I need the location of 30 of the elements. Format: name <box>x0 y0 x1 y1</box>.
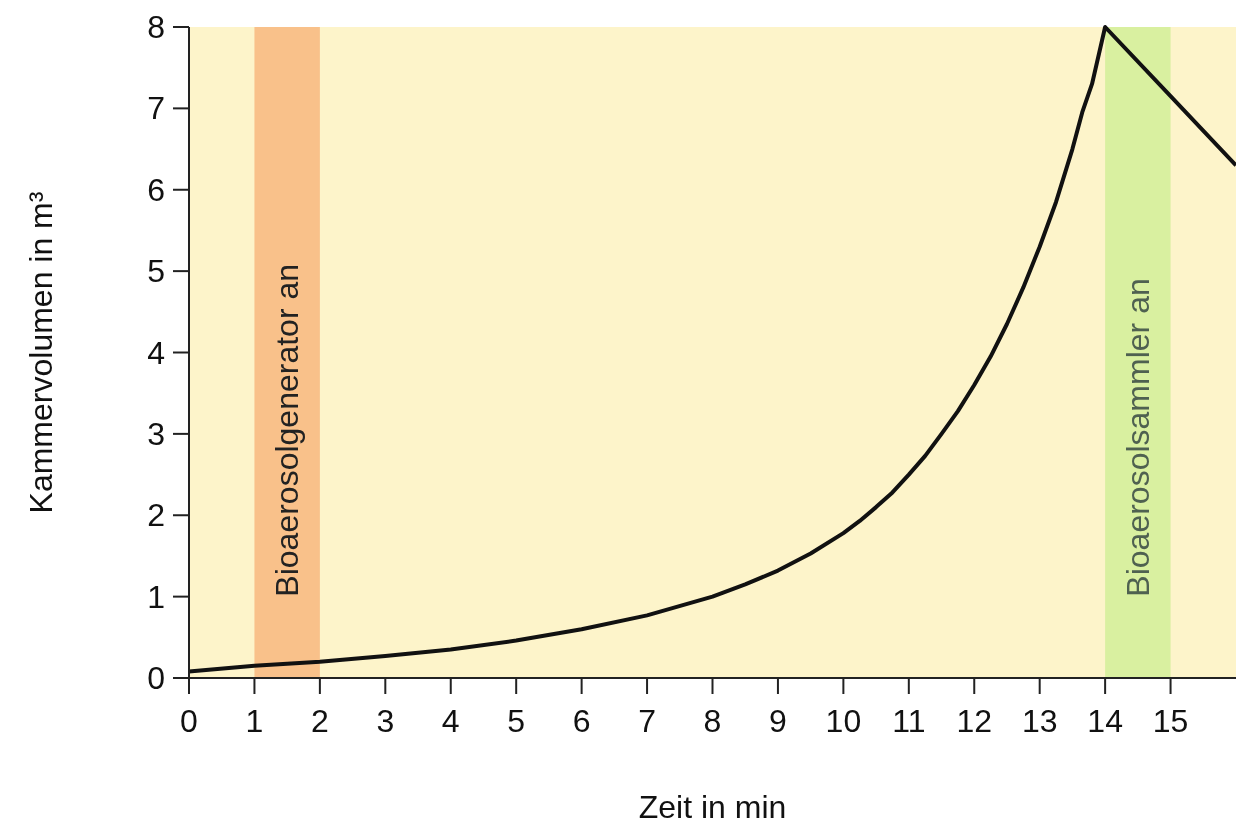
x-tick-label: 3 <box>376 703 395 739</box>
y-tick-label: 6 <box>147 171 165 208</box>
y-tick-label: 0 <box>147 660 165 696</box>
x-tick-label: 6 <box>572 703 591 739</box>
line-series <box>187 25 1236 674</box>
y-axis-title: Kammervolumen in m³ <box>23 191 59 514</box>
x-tick-label: 4 <box>441 703 460 739</box>
y-tick-label: 7 <box>147 90 165 127</box>
y-tick-label: 4 <box>147 334 165 371</box>
x-tick-label: 2 <box>310 703 329 739</box>
y-tick-label: 5 <box>147 253 165 290</box>
y-tick-label: 8 <box>147 9 165 45</box>
x-tick-label: 0 <box>180 703 198 739</box>
x-axis-title: Zeit in min <box>638 789 787 825</box>
x-tick-label: 15 <box>1152 703 1189 739</box>
x-tick-label: 8 <box>703 703 722 739</box>
y-tick-label: 3 <box>147 415 165 452</box>
x-tick-label: 1 <box>245 703 264 739</box>
y-tick-label: 2 <box>147 497 165 534</box>
x-tick-label: 13 <box>1021 703 1058 739</box>
x-tick-label: 11 <box>892 703 926 739</box>
x-tick-label: 7 <box>638 703 656 739</box>
x-tick-label: 9 <box>769 703 787 739</box>
y-tick-label: 1 <box>147 578 165 615</box>
band-label: Bioaerosolsammler an <box>1119 278 1156 597</box>
x-tick-label: 10 <box>825 703 862 739</box>
band-label: Bioaerosolgenerator an <box>269 263 306 597</box>
x-tick-label: 14 <box>1087 703 1123 739</box>
x-tick-label: 5 <box>507 703 526 739</box>
x-tick-label: 12 <box>956 703 993 739</box>
